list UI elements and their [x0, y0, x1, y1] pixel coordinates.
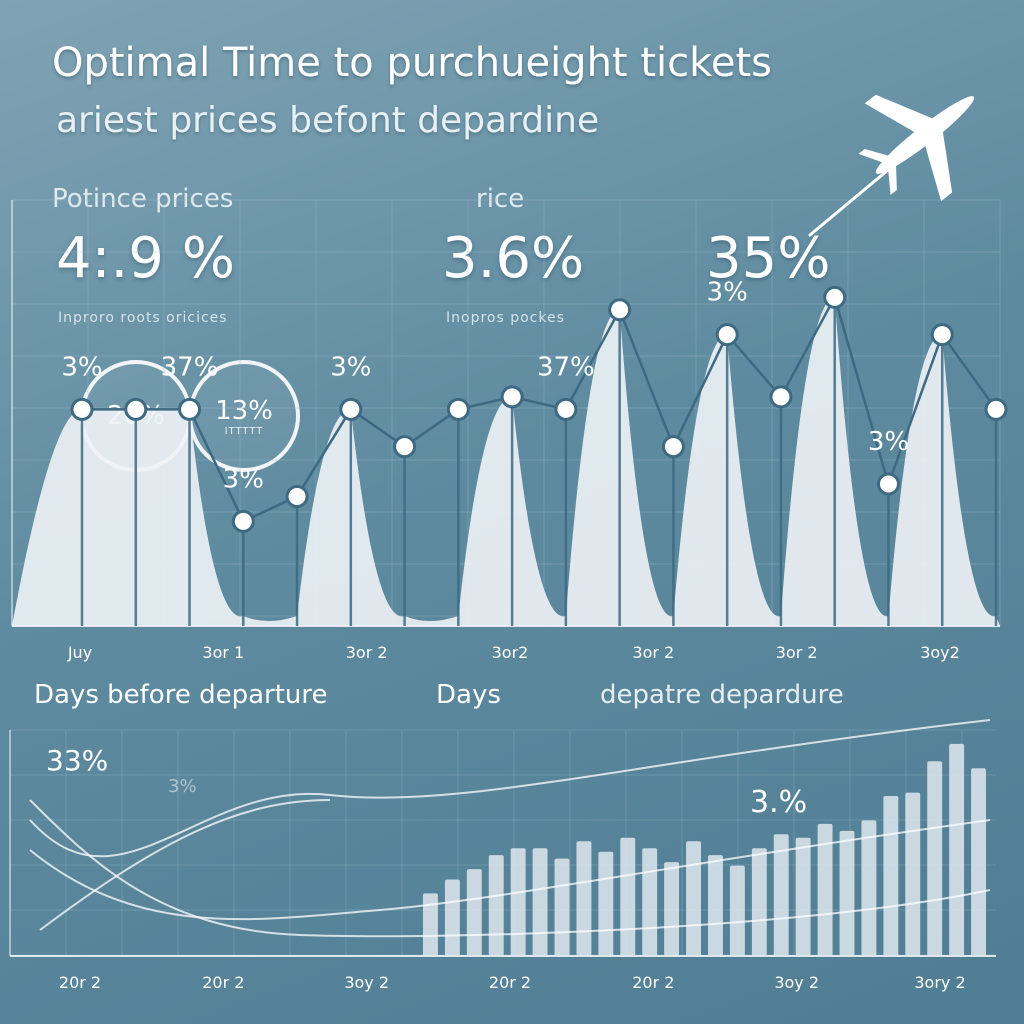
x-tick-label: 3or 2 — [346, 643, 388, 662]
bar — [510, 848, 526, 956]
data-label: 33% — [46, 744, 108, 777]
data-point — [715, 323, 739, 347]
x-tick-label: 3oy 2 — [344, 973, 389, 992]
x-tick-label: 3or 2 — [776, 643, 818, 662]
trend-curve — [29, 819, 991, 921]
data-label: 3.% — [750, 785, 807, 820]
bar — [883, 796, 899, 956]
data-label: 3% — [61, 352, 102, 382]
stat-label-2: rice — [476, 184, 525, 214]
bar — [949, 743, 965, 956]
ring-badge-2: 13% ITTTTT — [188, 360, 300, 472]
data-point — [608, 298, 632, 322]
x-tick-label: 20r 2 — [632, 973, 674, 992]
x-tick-label: 3or 1 — [202, 643, 244, 662]
bar — [598, 851, 614, 956]
chart-title: Optimal Time to purchueight tickets — [52, 40, 772, 86]
trend-curve — [29, 719, 991, 858]
x-tick-label: 3ory 2 — [914, 973, 965, 992]
x-tick-label: 20r 2 — [489, 973, 531, 992]
bar — [795, 837, 811, 956]
data-point — [178, 397, 202, 421]
series-line — [82, 294, 998, 523]
data-point — [231, 509, 255, 533]
data-point — [554, 397, 578, 421]
data-point — [876, 472, 900, 496]
bar — [817, 823, 833, 956]
stat-caption-2: Inopros pockes — [446, 310, 565, 326]
bar — [971, 768, 986, 956]
axis-label-days-right: depatre depardure — [600, 680, 844, 710]
bar — [488, 855, 504, 956]
x-tick-label: 3or 2 — [632, 643, 674, 662]
data-point — [70, 397, 94, 421]
data-point — [339, 397, 363, 421]
bar — [839, 830, 855, 956]
bar — [423, 893, 438, 956]
data-label: 3% — [223, 464, 264, 494]
data-point — [285, 484, 309, 508]
x-tick-label: 3or2 — [492, 643, 529, 662]
ring-caption: ITTTTT — [224, 425, 264, 437]
x-tick-label: 20r 2 — [202, 973, 244, 992]
bar — [444, 879, 460, 956]
data-point — [124, 397, 148, 421]
price-bar-chart: 33% 3% 3.% 20r 2 20r 2 3oy 2 20r 2 20r 2 3oy 2 3o… — [9, 719, 996, 992]
stat-caption-1: Inproro roots oricices — [58, 310, 228, 326]
data-point — [661, 435, 685, 459]
bar — [466, 869, 482, 956]
bar — [554, 858, 570, 956]
chart-subtitle: ariest prices befont depardine — [56, 100, 600, 141]
data-label: 3% — [168, 776, 197, 797]
bar — [708, 855, 723, 956]
stat-label-1: Potince prices — [52, 184, 234, 214]
area-fill — [12, 297, 1000, 626]
data-point — [930, 323, 954, 347]
stat-value-3: 35% — [706, 226, 831, 291]
data-label: 3% — [868, 427, 909, 457]
data-label: 3% — [330, 352, 371, 382]
bar — [620, 837, 636, 956]
x-tick-label: 20r 2 — [59, 973, 101, 992]
ring-value: 13% — [215, 395, 273, 426]
bar — [576, 841, 592, 956]
bar — [729, 865, 745, 956]
data-point — [393, 435, 417, 459]
trend-curve — [39, 799, 331, 931]
trend-curve — [29, 799, 991, 938]
bar — [927, 761, 943, 956]
data-label: 37% — [537, 352, 595, 382]
data-point — [769, 385, 793, 409]
stat-value-2: 3.6% — [442, 226, 585, 291]
airplane-icon — [808, 94, 975, 237]
bar — [642, 848, 658, 956]
axis-label-days-left: Days before departure — [34, 680, 328, 710]
stat-value-1: 4:.9 % — [56, 226, 235, 291]
bar — [751, 848, 767, 956]
bar — [905, 792, 921, 956]
bar — [861, 820, 877, 956]
x-tick-label: 3oy2 — [920, 643, 960, 662]
data-label: 37% — [161, 352, 219, 382]
data-label: 3% — [707, 278, 748, 308]
axis-label-days-mid: Days — [436, 680, 501, 710]
data-point — [446, 397, 470, 421]
x-tick-label: 3oy 2 — [774, 973, 819, 992]
price-line-chart: 3% 37% 3% 3% 37% 3% 3% Juy 3or 1 3or 2 3or2 3or 2 3o… — [11, 199, 1008, 662]
bar — [664, 862, 680, 956]
data-point — [984, 397, 1008, 421]
x-tick-label: Juy — [67, 643, 92, 662]
data-point — [823, 285, 847, 309]
bar — [686, 841, 701, 956]
bar — [773, 834, 789, 956]
data-point — [500, 385, 524, 409]
bar — [532, 848, 548, 956]
